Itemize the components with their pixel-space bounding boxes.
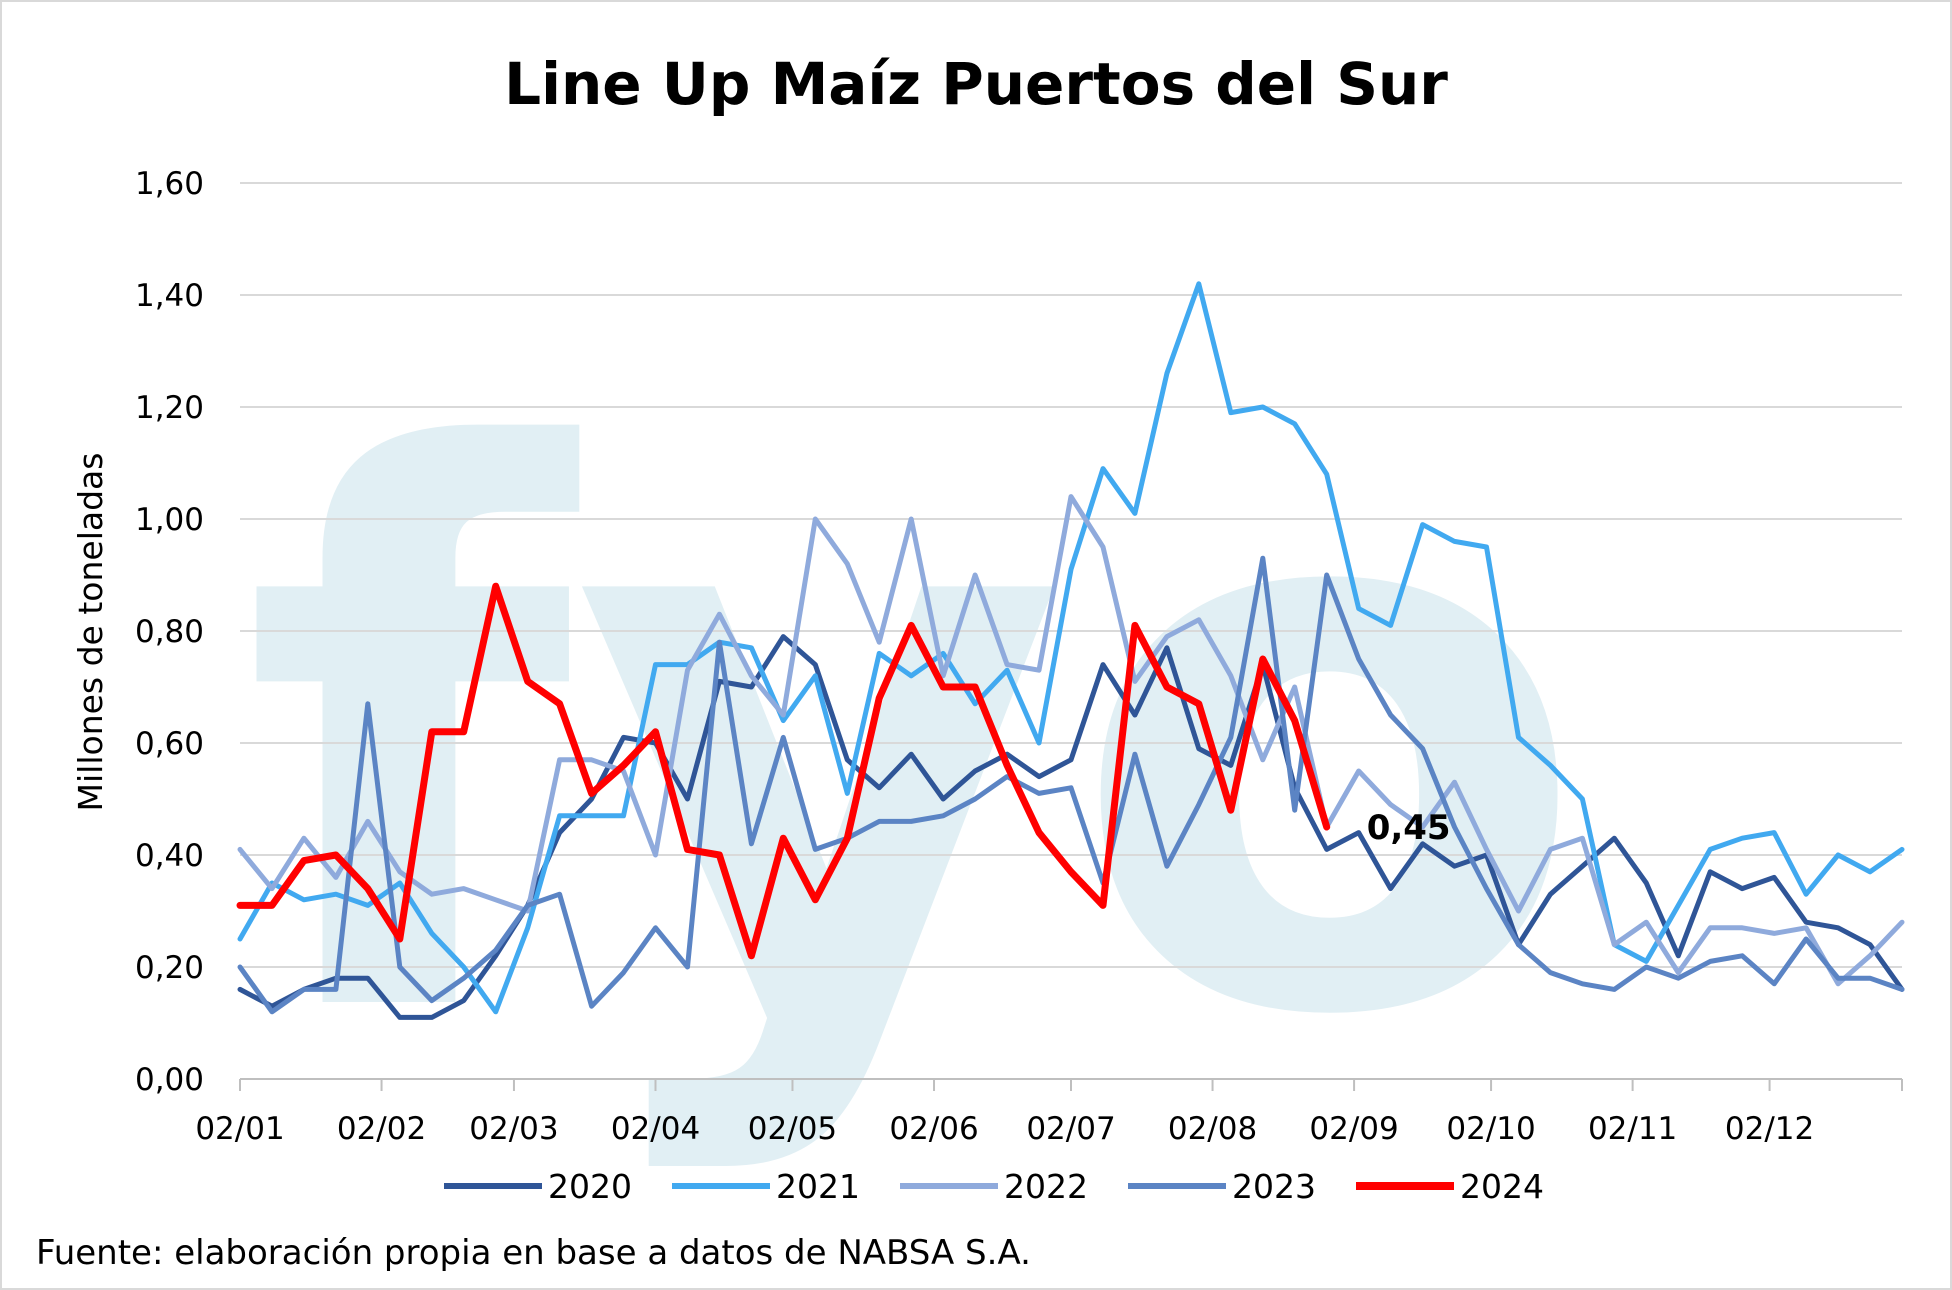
legend-label: 2023 xyxy=(1232,1167,1316,1206)
y-tick-label: 1,20 xyxy=(135,390,204,426)
chart-title: Line Up Maíz Puertos del Sur xyxy=(504,50,1448,118)
legend: 2020 2021 2022 2023 2024 xyxy=(444,1167,1544,1206)
x-tick-label: 02/07 xyxy=(1026,1111,1115,1147)
data-labels: 0,45 xyxy=(1367,808,1451,848)
y-tick-label: 0,20 xyxy=(135,950,204,986)
x-tick-label: 02/09 xyxy=(1309,1111,1398,1147)
legend-label: 2024 xyxy=(1460,1167,1544,1206)
legend-item-2021: 2021 xyxy=(672,1167,860,1206)
legend-label: 2020 xyxy=(548,1167,632,1206)
source-note: Fuente: elaboración propia en base a dat… xyxy=(36,1233,1031,1273)
legend-item-2020: 2020 xyxy=(444,1167,632,1206)
y-axis-title: Millones de toneladas xyxy=(71,453,110,812)
series-line-2022 xyxy=(237,494,1905,987)
series-line-2023 xyxy=(237,555,1905,1015)
y-tick-label: 0,40 xyxy=(135,838,204,874)
legend-item-2023: 2023 xyxy=(1128,1167,1316,1206)
x-tick-label: 02/02 xyxy=(337,1111,426,1147)
axes: 0,00 0,20 0,40 0,60 0,80 1,00 1,20 1,40 1,60 02/0… xyxy=(135,166,1903,1147)
series-line-2024 xyxy=(236,582,1331,960)
x-tick-label: 02/06 xyxy=(889,1111,978,1147)
gridlines xyxy=(240,182,1902,968)
y-tick-label: 0,60 xyxy=(135,726,204,762)
x-tick-label: 02/03 xyxy=(469,1111,558,1147)
legend-label: 2022 xyxy=(1004,1167,1088,1206)
x-tick-label: 02/05 xyxy=(748,1111,837,1147)
y-tick-label: 0,00 xyxy=(135,1062,204,1098)
series-line-2021 xyxy=(237,281,1905,1015)
legend-label: 2021 xyxy=(776,1167,860,1206)
y-tick-label: 1,60 xyxy=(135,166,204,202)
legend-item-2024: 2024 xyxy=(1356,1167,1544,1206)
x-tick-label: 02/12 xyxy=(1725,1111,1814,1147)
x-tick-label: 02/04 xyxy=(611,1111,700,1147)
x-tick-label: 02/10 xyxy=(1446,1111,1535,1147)
data-label-last-value: 0,45 xyxy=(1367,808,1451,848)
x-tick-label: 02/08 xyxy=(1168,1111,1257,1147)
legend-item-2022: 2022 xyxy=(900,1167,1088,1206)
y-tick-label: 1,00 xyxy=(135,502,204,538)
y-tick-label: 1,40 xyxy=(135,278,204,314)
watermark-text: fyo xyxy=(242,298,1590,1182)
series-lines xyxy=(236,281,1905,1020)
x-tick-label: 02/11 xyxy=(1588,1111,1677,1147)
x-tick-label: 02/01 xyxy=(195,1111,284,1147)
watermark-logo: fyo xyxy=(242,298,1590,1182)
y-tick-label: 0,80 xyxy=(135,614,204,650)
